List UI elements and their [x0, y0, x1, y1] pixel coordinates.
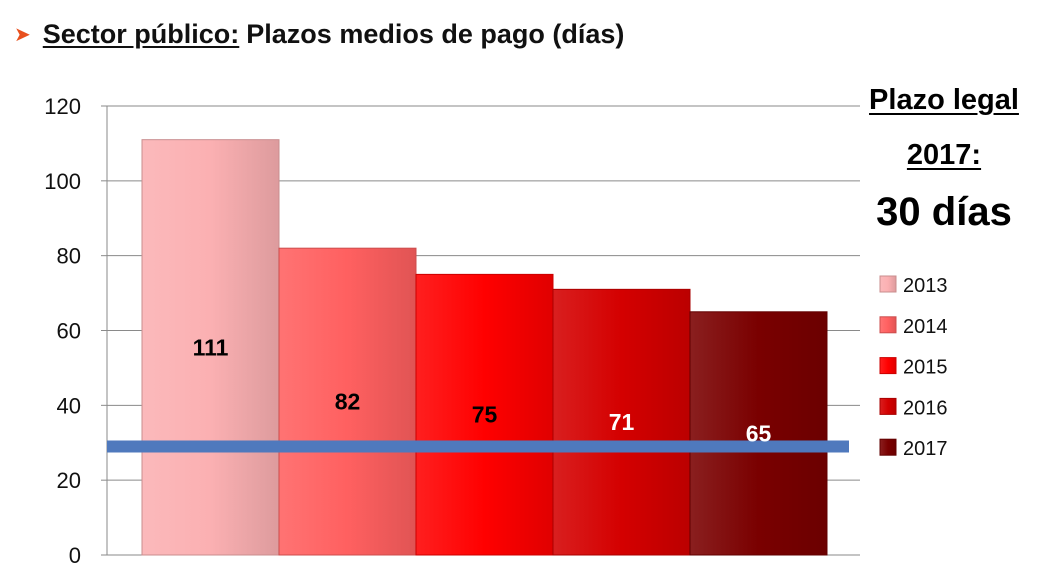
legal-note-line1: Plazo legal — [869, 84, 1019, 116]
data-labels: 111 82 75 71 65 — [193, 334, 772, 446]
legal-term-note: Plazo legal 2017: 30 días — [850, 78, 1038, 235]
y-tick-label: 80 — [57, 244, 81, 269]
legend-swatch-2015 — [879, 357, 897, 375]
reference-line-layer — [107, 440, 849, 453]
legal-note-line2: 2017: — [906, 139, 982, 171]
y-axis: 0 20 40 60 80 100 120 — [44, 94, 108, 568]
data-label-2013: 111 — [193, 334, 229, 360]
data-label-2017: 65 — [746, 420, 772, 446]
page-header: ➤ Sector público: Plazos medios de pago … — [14, 14, 624, 54]
title-prefix: Sector público: — [42, 18, 240, 49]
bar-2014 — [278, 247, 417, 556]
legend-label-2016: 2016 — [903, 397, 948, 419]
data-label-2016: 71 — [609, 409, 635, 435]
bar-2016 — [552, 288, 691, 556]
y-tick-label: 60 — [57, 319, 81, 344]
legal-limit-line — [107, 440, 849, 453]
legend: 2013 2014 2015 2016 2017 — [879, 275, 948, 460]
legend-swatch-2017 — [879, 438, 897, 456]
data-label-2014: 82 — [335, 389, 361, 415]
arrow-bullet-icon: ➤ — [14, 23, 31, 46]
y-tick-label: 0 — [69, 543, 81, 568]
bar-2013 — [141, 139, 280, 556]
y-tick-label: 120 — [44, 94, 81, 119]
y-tick-label: 40 — [57, 393, 81, 418]
legal-note-days: 30 días — [876, 190, 1012, 234]
data-label-2015: 75 — [472, 402, 498, 428]
legend-label-2015: 2015 — [903, 357, 948, 379]
legend-label-2013: 2013 — [903, 275, 948, 297]
page-title: Plazos medios de pago (días) — [246, 18, 625, 49]
legend-swatch-2016 — [879, 397, 897, 415]
bar-2015 — [415, 273, 554, 556]
legend-label-2017: 2017 — [903, 438, 948, 460]
bar-2017 — [689, 311, 828, 556]
legend-label-2014: 2014 — [903, 316, 948, 338]
y-tick-label: 100 — [44, 169, 81, 194]
bars — [141, 139, 828, 556]
y-tick-label: 20 — [57, 468, 81, 493]
legend-swatch-2013 — [879, 275, 897, 293]
legend-swatch-2014 — [879, 316, 897, 334]
